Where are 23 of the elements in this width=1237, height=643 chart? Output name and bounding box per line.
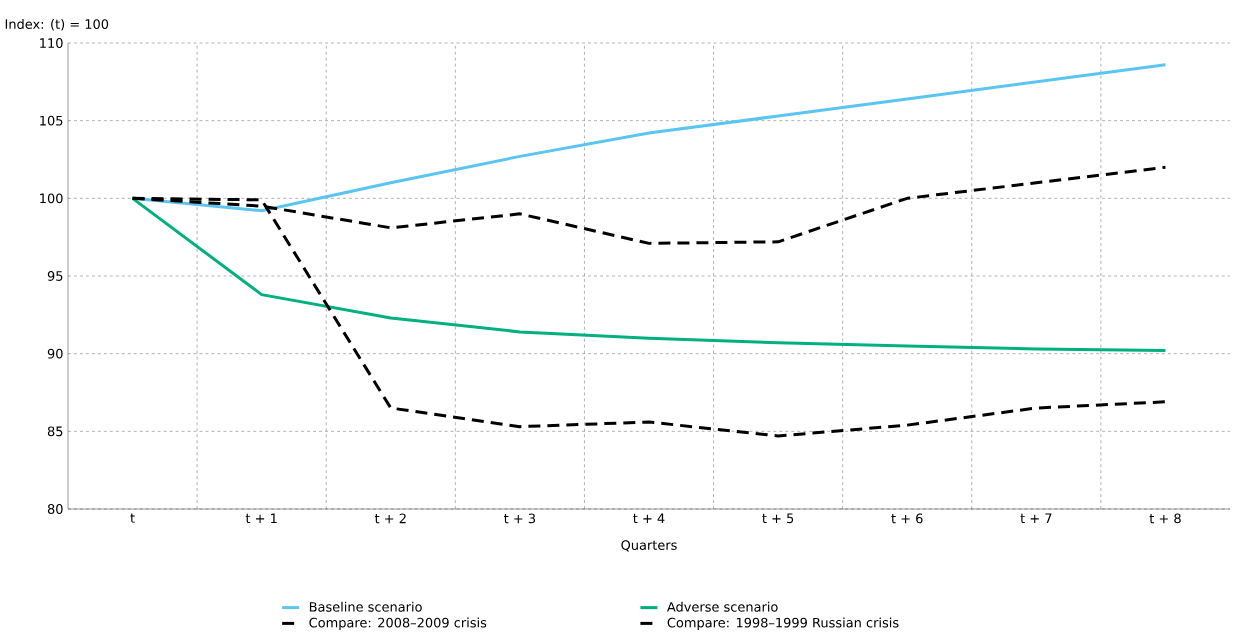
x-tick-label: t + 4 [633, 513, 665, 523]
y-axis-title: Index: (t) = 100 [5, 18, 109, 31]
legend-label: Adverse scenario [666, 601, 778, 612]
x-axis-title: Quarters [621, 540, 677, 552]
y-tick-label: 90 [47, 348, 63, 359]
legend-label: Baseline scenario [309, 601, 422, 612]
x-tick-label: t + 8 [1149, 513, 1181, 524]
x-tick-label: t [130, 513, 135, 523]
y-tick-label: 80 [47, 504, 63, 514]
x-tick-label: t + 5 [762, 513, 794, 524]
x-tick-label: t + 2 [374, 513, 406, 524]
legend-label: Compare: 2008–2009 crisis [309, 617, 487, 631]
y-tick-label: 100 [40, 193, 63, 204]
x-tick-label: t + 3 [504, 513, 536, 524]
x-tick-label: t + 1 [245, 513, 277, 523]
y-tick-label: 105 [40, 115, 63, 126]
y-tick-label: 95 [47, 271, 63, 281]
line-series [131, 196, 1167, 353]
legend-label: Compare: 1998–1999 Russian crisis [667, 617, 899, 631]
y-tick-label: 85 [47, 426, 63, 437]
x-tick-label: t + 6 [891, 513, 923, 524]
y-tick-label: 110 [40, 38, 63, 48]
x-tick-label: t + 7 [1020, 513, 1052, 523]
